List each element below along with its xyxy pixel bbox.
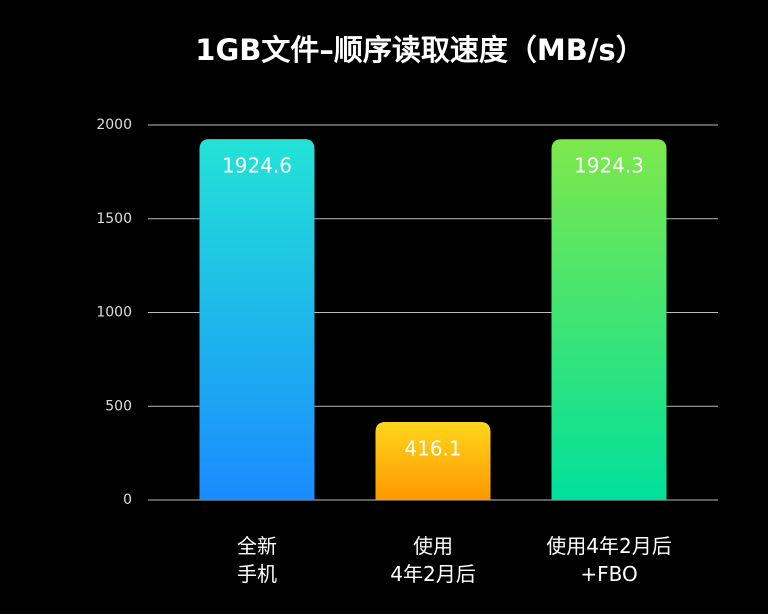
bar <box>375 421 491 500</box>
x-tick-label: 全新 手机 <box>237 534 277 586</box>
y-tick-label: 2000 <box>96 117 132 133</box>
value-label: 1924.3 <box>574 154 644 178</box>
y-tick-label: 0 <box>123 492 132 508</box>
x-tick-label: 使用4年2月后 +FBO <box>546 534 672 586</box>
x-tick-label: 使用 4年2月后 <box>390 534 476 586</box>
y-tick-label: 1500 <box>96 211 132 227</box>
value-label: 1924.6 <box>222 154 292 178</box>
bar <box>199 139 315 500</box>
chart-title: 1GB文件–顺序读取速度（MB/s） <box>195 33 644 67</box>
bar <box>551 139 667 500</box>
y-tick-label: 500 <box>105 398 132 414</box>
y-tick-label: 1000 <box>96 305 132 321</box>
value-label: 416.1 <box>404 436 461 460</box>
